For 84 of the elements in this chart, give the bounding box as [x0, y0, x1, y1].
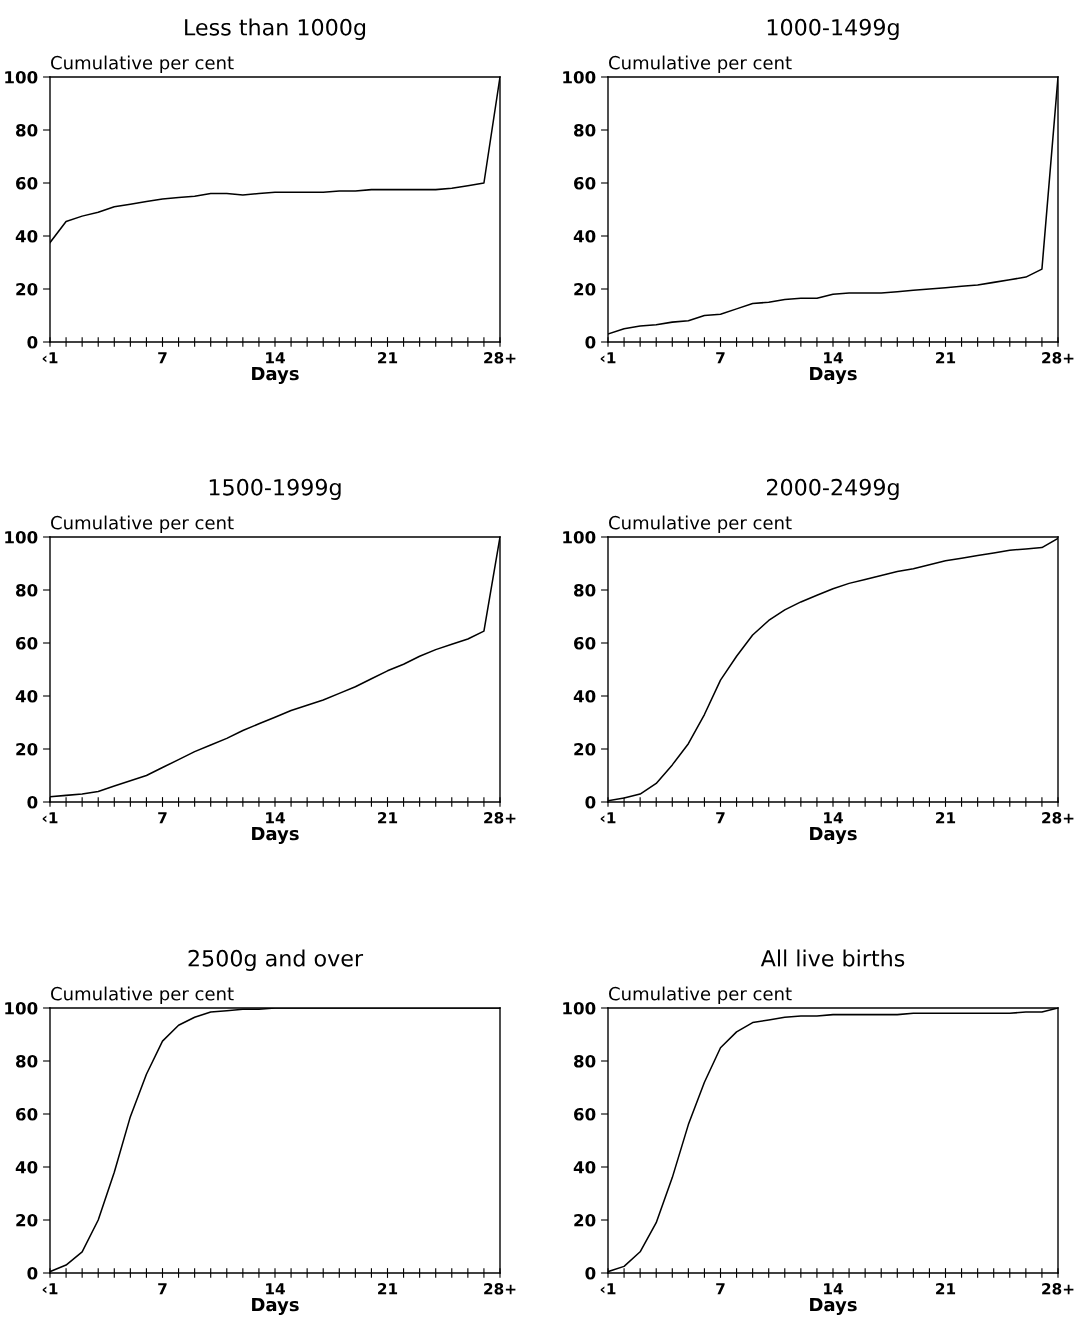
y-tick-label: 100 — [563, 1001, 596, 1015]
y-tick-label: 40 — [15, 229, 38, 243]
chart-title: 1000-1499g — [767, 18, 899, 40]
y-tick-label: 60 — [574, 176, 596, 190]
x-tick-label: 21 — [936, 811, 956, 824]
x-axis-title: Days — [810, 826, 857, 844]
y-tick-label: 100 — [563, 530, 596, 544]
x-tick-label: 7 — [158, 812, 167, 824]
y-tick-label: 100 — [563, 70, 596, 84]
chart-title: 2500g and over — [188, 949, 364, 971]
x-tick-label: ‹1 — [600, 1283, 616, 1295]
y-tick-label: 60 — [16, 1107, 38, 1121]
x-tick-label: 28+ — [484, 351, 516, 364]
y-tick-label: 40 — [15, 689, 38, 703]
x-tick-label: 14 — [824, 1283, 843, 1295]
y-tick-label: 100 — [5, 70, 38, 84]
y-tick-label: 80 — [16, 123, 38, 137]
y-tick-label: 0 — [585, 795, 596, 809]
y-tick-label: 40 — [573, 689, 596, 703]
y-tick-label: 100 — [5, 530, 38, 544]
x-tick-label: 21 — [378, 1282, 398, 1295]
x-tick-label: 7 — [716, 352, 725, 364]
x-tick-label: 14 — [824, 812, 843, 824]
x-tick-label: 7 — [158, 1283, 167, 1295]
y-tick-label: 20 — [574, 282, 596, 296]
y-tick-label: 60 — [16, 176, 38, 190]
y-tick-label: 20 — [574, 742, 596, 756]
x-tick-label: 14 — [824, 352, 843, 364]
y-axis-title: Cumulative per cent — [609, 55, 792, 74]
x-tick-label: 28+ — [1042, 351, 1074, 364]
chart-title: 2000-2499g — [767, 478, 899, 500]
y-tick-label: 80 — [16, 583, 38, 597]
x-tick-label: ‹1 — [600, 352, 616, 364]
y-tick-label: 80 — [574, 583, 596, 597]
y-tick-label: 0 — [27, 335, 38, 349]
y-tick-label: 20 — [574, 1213, 596, 1227]
y-tick-label: 40 — [573, 229, 596, 243]
y-tick-label: 40 — [573, 1160, 596, 1174]
x-tick-label: 7 — [716, 1283, 725, 1295]
x-tick-label: 21 — [936, 1282, 956, 1295]
x-axis-title: Days — [252, 366, 299, 384]
chart-title: 1500-1999g — [209, 478, 341, 500]
x-tick-label: 7 — [716, 812, 725, 824]
x-tick-label: 28+ — [1042, 1282, 1074, 1295]
y-tick-label: 20 — [16, 742, 38, 756]
x-tick-label: ‹1 — [42, 812, 58, 824]
y-axis-title: Cumulative per cent — [51, 986, 234, 1005]
y-axis-title: Cumulative per cent — [51, 55, 234, 74]
x-tick-label: 7 — [158, 352, 167, 364]
y-tick-label: 20 — [16, 1213, 38, 1227]
x-axis-title: Days — [252, 1297, 299, 1315]
x-tick-label: 14 — [266, 1283, 285, 1295]
x-tick-label: ‹1 — [42, 1283, 58, 1295]
x-tick-label: 28+ — [1042, 811, 1074, 824]
x-tick-label: 21 — [378, 811, 398, 824]
y-tick-label: 40 — [15, 1160, 38, 1174]
y-tick-label: 0 — [27, 795, 38, 809]
x-tick-label: 28+ — [484, 811, 516, 824]
x-axis-title: Days — [810, 1297, 857, 1315]
chart-title: Less than 1000g — [185, 18, 366, 40]
y-tick-label: 80 — [16, 1054, 38, 1068]
y-tick-label: 80 — [574, 1054, 596, 1068]
x-axis-title: Days — [810, 366, 857, 384]
x-tick-label: ‹1 — [600, 812, 616, 824]
y-tick-label: 0 — [27, 1266, 38, 1280]
chart-title: All live births — [760, 949, 905, 967]
x-tick-label: 28+ — [484, 1282, 516, 1295]
y-tick-label: 0 — [585, 335, 596, 349]
y-axis-title: Cumulative per cent — [609, 515, 792, 534]
y-tick-label: 60 — [574, 636, 596, 650]
x-tick-label: 21 — [378, 351, 398, 364]
x-tick-label: 21 — [936, 351, 956, 364]
y-tick-label: 20 — [16, 282, 38, 296]
y-tick-label: 80 — [574, 123, 596, 137]
y-tick-label: 0 — [585, 1266, 596, 1280]
y-tick-label: 60 — [574, 1107, 596, 1121]
x-tick-label: 14 — [266, 812, 285, 824]
y-axis-title: Cumulative per cent — [51, 515, 234, 534]
x-tick-label: 14 — [266, 352, 285, 364]
x-axis-title: Days — [252, 826, 299, 844]
y-axis-title: Cumulative per cent — [609, 986, 792, 1005]
y-tick-label: 60 — [16, 636, 38, 650]
y-tick-label: 100 — [5, 1001, 38, 1015]
x-tick-label: ‹1 — [42, 352, 58, 364]
